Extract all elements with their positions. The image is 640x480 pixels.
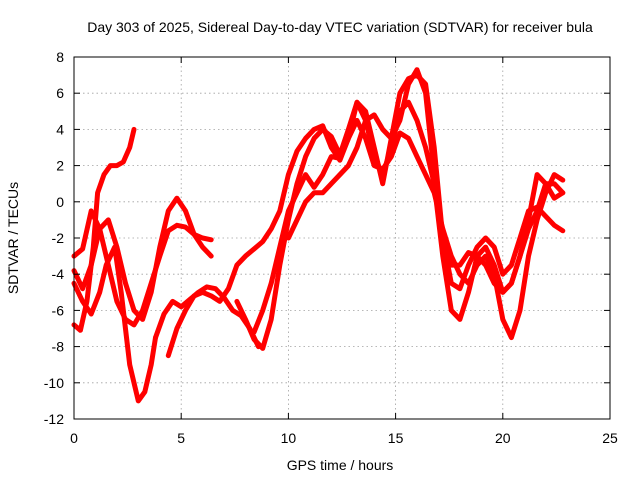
y-tick-label: 4 — [56, 121, 64, 137]
y-tick-label: -2 — [52, 230, 65, 246]
y-tick-label: 0 — [56, 194, 64, 210]
x-tick-label: 10 — [281, 430, 297, 446]
y-tick-label: 8 — [56, 49, 64, 65]
y-tick-label: -4 — [52, 266, 65, 282]
x-tick-label: 5 — [177, 430, 185, 446]
x-tick-label: 15 — [388, 430, 404, 446]
y-tick-label: 2 — [56, 158, 64, 174]
axis-ticks: 0 5 10 15 20 25 -12 -10 -8 -6 -4 -2 0 2 4 6 8 — [44, 49, 618, 446]
chart-title: Day 303 of 2025, Sidereal Day-to-day VTE… — [87, 19, 593, 35]
x-axis-label: GPS time / hours — [287, 457, 394, 473]
x-tick-label: 20 — [495, 430, 511, 446]
series-line-segment-c3 — [251, 117, 566, 341]
y-tick-label: -10 — [44, 375, 64, 391]
x-tick-label: 25 — [602, 430, 618, 446]
series-line-segment-a3 — [71, 195, 214, 322]
series-line-segment-b1 — [71, 244, 158, 404]
y-tick-label: 6 — [56, 85, 64, 101]
y-tick-label: -6 — [52, 302, 65, 318]
x-tick-label: 0 — [70, 430, 78, 446]
series-group — [71, 67, 566, 404]
series-line-segment-c1 — [165, 72, 566, 359]
series-line-segment-a1 — [71, 126, 137, 333]
grid — [74, 57, 610, 419]
y-tick-label: -12 — [44, 411, 64, 427]
series-line-segment-c4 — [285, 67, 566, 295]
series-line-segment-a2 — [71, 208, 214, 328]
y-axis-label: SDTVAR / TECUs — [5, 182, 21, 294]
y-tick-label: -8 — [52, 339, 65, 355]
